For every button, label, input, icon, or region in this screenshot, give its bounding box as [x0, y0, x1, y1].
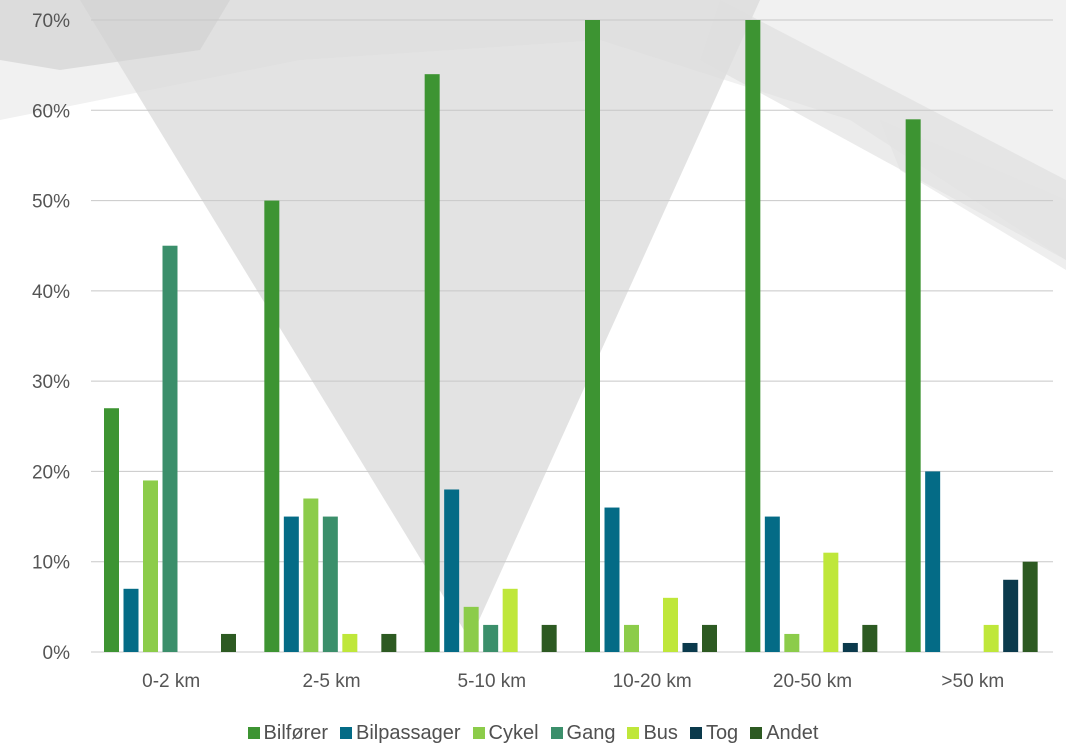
bar	[702, 624, 717, 652]
bar	[862, 624, 878, 652]
bar	[322, 516, 338, 652]
bar	[424, 74, 440, 652]
y-tick-label: 60%	[32, 101, 70, 122]
bar	[541, 624, 557, 652]
legend-label: Bilfører	[263, 722, 328, 744]
bar	[342, 633, 358, 652]
bar	[143, 480, 158, 652]
legend-swatch	[472, 727, 485, 739]
bar	[1022, 561, 1038, 652]
legend-item: Tog	[689, 722, 739, 744]
y-tick-label: 50%	[32, 192, 70, 213]
x-tick-label: 10-20 km	[613, 671, 692, 692]
bar	[162, 245, 178, 652]
bar	[463, 606, 479, 652]
bar	[624, 624, 639, 652]
legend-swatch	[689, 727, 702, 739]
gridlines	[91, 19, 1053, 653]
legend-item: Bus	[627, 722, 678, 744]
legend-swatch	[550, 727, 563, 739]
y-tick-label: 10%	[32, 553, 70, 574]
bar	[264, 200, 280, 653]
bar	[1003, 579, 1019, 652]
bar	[604, 507, 620, 652]
y-tick-label: 0%	[43, 643, 71, 664]
bar	[381, 633, 397, 652]
bar	[784, 633, 800, 652]
bar	[745, 20, 761, 652]
bar	[682, 642, 698, 652]
x-tick-label: 5-10 km	[458, 671, 527, 692]
legend-item: Gang	[550, 722, 616, 744]
bar	[283, 516, 299, 652]
y-tick-label: 30%	[32, 372, 70, 393]
legend-item: Bilpassager	[340, 722, 461, 744]
bar	[764, 516, 780, 652]
x-tick-label: >50 km	[941, 671, 1004, 692]
legend-label: Bilpassager	[356, 722, 461, 744]
legend-item: Bilfører	[247, 722, 328, 744]
bar	[663, 597, 678, 652]
bar	[502, 588, 518, 652]
bar	[925, 471, 941, 652]
legend-item: Cykel	[472, 722, 539, 744]
x-tick-label: 0-2 km	[142, 671, 200, 692]
legend-swatch	[750, 727, 763, 739]
x-tick-label: 2-5 km	[302, 671, 360, 692]
bar	[905, 119, 921, 653]
x-tick-label: 20-50 km	[773, 671, 852, 692]
legend-swatch	[247, 727, 260, 739]
x-axis: 0-2 km 2-5 km 5-10 km 10-20 km 20-50 km >50 k…	[142, 671, 1004, 692]
bar	[983, 624, 999, 652]
bar	[444, 489, 460, 652]
legend-label: Gang	[566, 722, 616, 744]
bars	[104, 20, 1038, 653]
legend-label: Andet	[766, 722, 819, 744]
legend: Bilfører Bilpassager Cykel Gang Bus Tog Andet	[0, 722, 1066, 744]
bar	[123, 588, 139, 652]
legend-swatch	[627, 727, 640, 739]
legend-item: Andet	[750, 722, 818, 744]
y-tick-label: 70%	[32, 11, 70, 32]
y-tick-label: 40%	[32, 282, 70, 303]
legend-swatch	[340, 727, 352, 739]
bar	[483, 624, 499, 652]
bar	[221, 633, 236, 652]
bar	[585, 20, 600, 652]
y-tick-label: 20%	[32, 462, 70, 483]
bar	[104, 408, 119, 652]
legend-label: Tog	[705, 722, 739, 744]
legend-label: Bus	[643, 722, 678, 744]
y-axis: 0% 10% 20% 30% 40% 50% 60% 70%	[32, 11, 70, 664]
bar	[842, 642, 858, 652]
legend-label: Cykel	[488, 722, 539, 744]
bar	[823, 552, 839, 652]
bar	[303, 498, 319, 652]
